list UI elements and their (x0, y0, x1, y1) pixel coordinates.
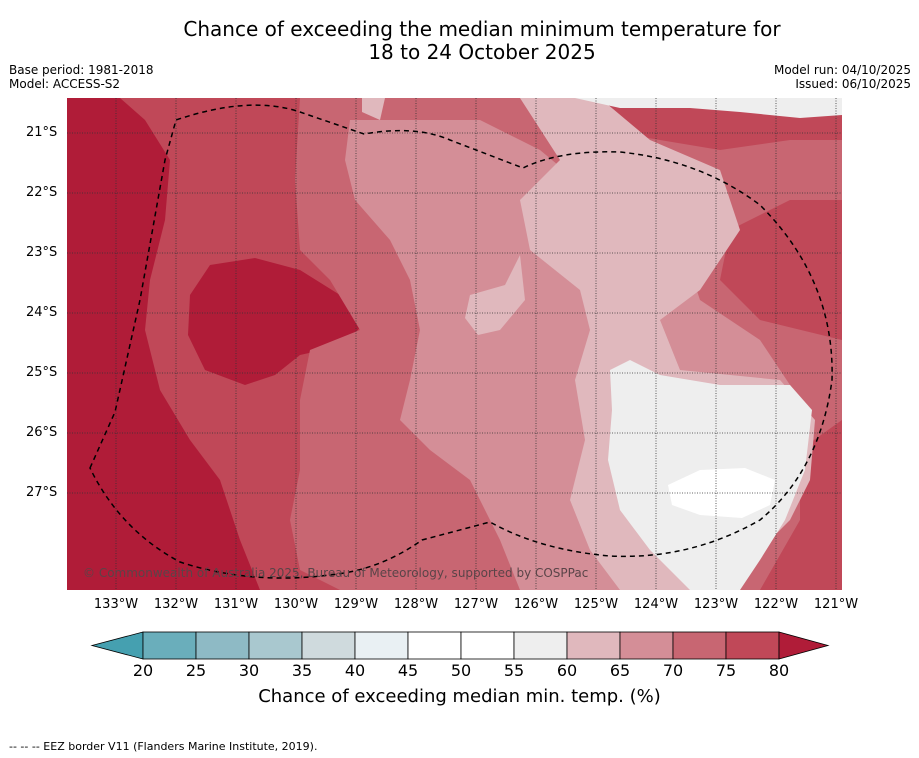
contour-80-central (188, 258, 362, 385)
copyright-notice: © Commonwealth of Australia 2025, Bureau… (83, 566, 589, 580)
colorbar-label: Chance of exceeding median min. temp. (%… (258, 686, 661, 707)
colorbar-segment (619, 631, 674, 660)
longitude-label: 123°W (693, 597, 739, 612)
contour-60-small (362, 98, 385, 120)
probability-contours (67, 98, 842, 590)
colorbar-tick-label: 75 (715, 661, 737, 680)
issued-date: Issued: 06/10/2025 (795, 77, 911, 91)
colorbar-tick-label: 35 (291, 661, 313, 680)
colorbar-low-extension (90, 631, 144, 660)
longitude-label: 130°W (273, 597, 319, 612)
latitude-label: 26°S (26, 425, 58, 440)
contour-55-north (575, 98, 842, 118)
longitude-label: 122°W (753, 597, 799, 612)
colorbar-tick-label: 40 (344, 661, 366, 680)
colorbar-tick-label: 20 (132, 661, 154, 680)
colorbar-segment (513, 631, 568, 660)
longitude-label: 131°W (213, 597, 259, 612)
colorbar-segment (566, 631, 621, 660)
colorbar-segment (725, 631, 780, 660)
latitude-label: 25°S (26, 365, 58, 380)
contour-50 (668, 468, 775, 518)
colorbar-tick-label: 65 (609, 661, 631, 680)
colorbar-segment (301, 631, 356, 660)
map-title: Chance of exceeding the median minimum t… (0, 18, 919, 64)
contour-60-inner (465, 255, 525, 335)
lon-gridlines (115, 98, 837, 590)
colorbar (90, 631, 830, 660)
longitude-label: 125°W (573, 597, 619, 612)
title-line-1: Chance of exceeding the median minimum t… (183, 17, 781, 41)
colorbar-segment (460, 631, 515, 660)
colorbar-segment (672, 631, 727, 660)
colorbar-segment (142, 631, 197, 660)
model-run: Model run: 04/10/2025 (773, 63, 911, 77)
longitude-label: 129°W (333, 597, 379, 612)
eez-border (89, 104, 833, 579)
colorbar-tick-label: 25 (185, 661, 207, 680)
longitude-label: 133°W (93, 597, 139, 612)
title-line-2: 18 to 24 October 2025 (368, 40, 596, 64)
eez-legend: -- -- -- EEZ border V11 (Flanders Marine… (9, 740, 318, 753)
longitude-label: 128°W (393, 597, 439, 612)
contour-80-west (67, 98, 260, 590)
latitude-label: 27°S (26, 485, 58, 500)
meta-left: Base period: 1981-2018 Model: ACCESS-S2 (9, 63, 154, 91)
colorbar-tick-label: 50 (450, 661, 472, 680)
longitude-label: 121°W (813, 597, 859, 612)
latitude-label: 24°S (26, 305, 58, 320)
latitude-label: 23°S (26, 245, 58, 260)
meta-right: Model run: 04/10/2025 Issued: 06/10/2025 (774, 63, 911, 91)
colorbar-tick-label: 30 (238, 661, 260, 680)
colorbar-segment (354, 631, 409, 660)
colorbar-segment (407, 631, 462, 660)
longitude-label: 132°W (153, 597, 199, 612)
model-name: Model: ACCESS-S2 (9, 77, 121, 91)
lat-gridlines (67, 132, 842, 494)
colorbar-tick-label: 70 (662, 661, 684, 680)
colorbar-high-extension (778, 631, 830, 660)
colorbar-tick-label: 60 (556, 661, 578, 680)
longitude-label: 127°W (453, 597, 499, 612)
colorbar-tick-label: 80 (768, 661, 790, 680)
colorbar-segment (248, 631, 303, 660)
longitude-label: 126°W (513, 597, 559, 612)
latitude-label: 22°S (26, 185, 58, 200)
base-period: Base period: 1981-2018 (9, 63, 154, 77)
colorbar-segment (195, 631, 250, 660)
latitude-label: 21°S (26, 125, 58, 140)
colorbar-tick-label: 45 (397, 661, 419, 680)
colorbar-tick-label: 55 (503, 661, 525, 680)
longitude-label: 124°W (633, 597, 679, 612)
